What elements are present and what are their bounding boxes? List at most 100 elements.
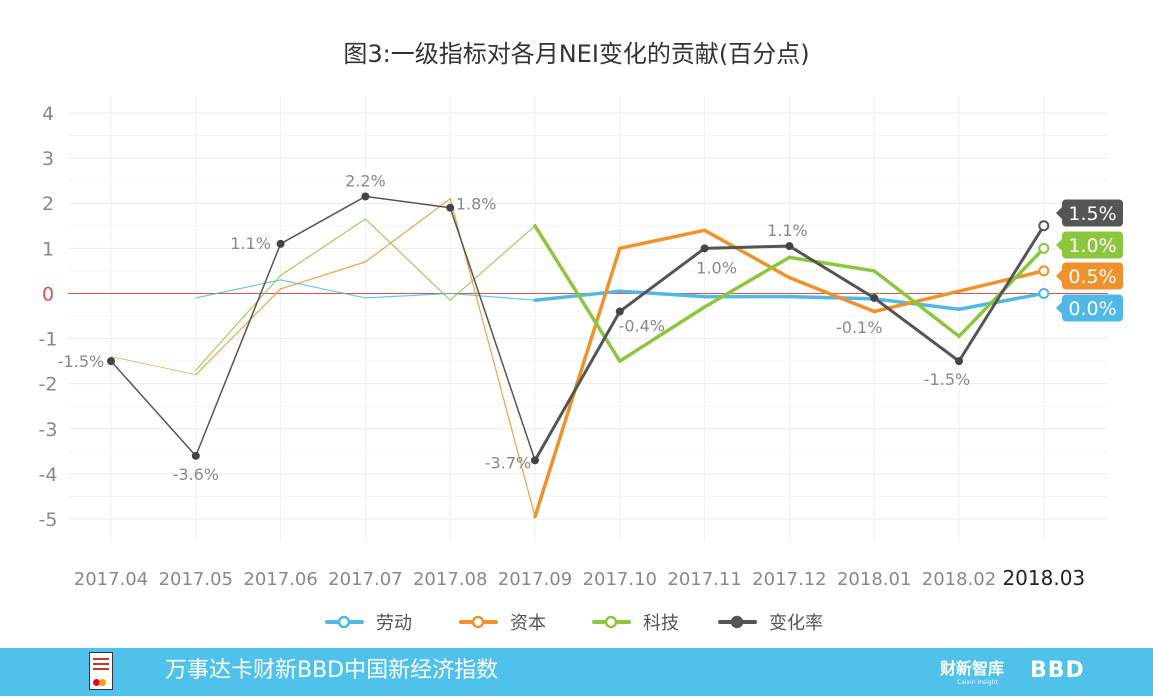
data-label: -3.6% [173, 465, 219, 484]
series-segment [195, 288, 282, 376]
series-segment [280, 279, 366, 299]
x-tick-label: 2017.12 [752, 569, 826, 590]
bbd-logo: BBD [1030, 658, 1085, 683]
data-point [191, 451, 200, 460]
series-segment [618, 289, 707, 299]
data-label: 1.8% [456, 195, 497, 214]
caixin-insight-logo: 财新智库 [940, 659, 1005, 678]
badge-text: 0.5% [1068, 266, 1116, 288]
data-label: 1.1% [230, 234, 271, 253]
badge-text: 1.0% [1068, 235, 1116, 257]
y-tick-label: 3 [42, 148, 54, 170]
chart: 图3:一级指标对各月NEI变化的贡献(百分点) 4 3 2 1 0 -1 -2 -3 -4 -5 20… [39, 40, 1123, 634]
series-segment [533, 246, 622, 519]
series-segment [364, 292, 451, 299]
badge-text: 0.0% [1068, 298, 1116, 320]
x-tick-label: 2017.05 [159, 569, 233, 590]
data-point [870, 293, 879, 302]
end-point [1038, 265, 1050, 277]
data-label: -0.1% [836, 318, 882, 337]
y-tick-label: -2 [39, 374, 58, 396]
data-label: -0.4% [619, 316, 665, 335]
x-tick-label: 2017.07 [328, 569, 402, 590]
series-segment [195, 274, 282, 371]
x-tick-label: 2017.10 [583, 569, 657, 590]
series-segment [533, 309, 622, 462]
legend-marker [730, 615, 744, 629]
series-segment [787, 244, 876, 300]
x-tick-label: 2018.01 [837, 569, 911, 590]
data-label: 2.2% [345, 171, 386, 190]
footer-title: 万事达卡财新BBD中国新经济指数 [165, 658, 499, 683]
badge-pointer [1056, 239, 1062, 251]
y-tick-label: -4 [39, 464, 58, 486]
series-segment [703, 244, 791, 250]
series-segment [787, 294, 876, 301]
series-segment [702, 228, 792, 280]
series-segment [195, 279, 282, 299]
series-segment [618, 228, 707, 251]
end-value-badge: 0.0% [1056, 294, 1123, 322]
y-tick-label: 2 [42, 193, 54, 215]
badge-bg [1062, 294, 1123, 322]
series-segment [280, 218, 366, 276]
legend-label: 科技 [643, 613, 679, 634]
series-segment [449, 292, 536, 301]
series-segment [872, 296, 961, 363]
badge-bg [1062, 231, 1123, 259]
x-tick-label: 2017.08 [413, 569, 487, 590]
y-tick-label: -5 [39, 509, 58, 531]
series-segment [110, 356, 197, 376]
legend-item: 变化率 [718, 613, 823, 634]
series-segment [872, 269, 961, 339]
series-segment [449, 225, 536, 301]
data-point [531, 456, 539, 465]
series-4 [107, 192, 1050, 465]
end-value-badge: 1.5% [1056, 199, 1123, 227]
data-point [276, 239, 285, 248]
data-point [700, 244, 709, 253]
data-point [955, 357, 963, 366]
badge-bg [1062, 262, 1123, 290]
series-segment [364, 198, 451, 263]
y-tick-label: 0 [42, 283, 54, 305]
badge-pointer [1056, 302, 1062, 314]
series-segment [364, 218, 451, 301]
series-segment [279, 195, 367, 245]
caixin-insight-subtitle: Caixin Insight [957, 679, 998, 686]
legend-marker [471, 615, 485, 629]
legend-label: 劳动 [376, 613, 412, 634]
chart-svg: 图3:一级指标对各月NEI变化的贡献(百分点) 4 3 2 1 0 -1 -2 -3 -4 -5 20… [39, 40, 1123, 634]
series-segment [957, 269, 1046, 293]
data-point [361, 192, 370, 201]
series-segment [364, 195, 451, 209]
data-label: -1.5% [58, 352, 104, 371]
series-segment [618, 305, 707, 363]
badge-pointer [1056, 270, 1062, 282]
x-tick-label: 2017.06 [243, 569, 317, 590]
footer-banner: 万事达卡财新BBD中国新经济指数 财新智库 Caixin Insight BBD [0, 648, 1153, 696]
end-value-badge: 1.0% [1056, 231, 1123, 259]
legend-label: 资本 [510, 613, 546, 634]
series-segment [787, 255, 876, 273]
legend-item: 劳动 [325, 613, 412, 634]
nei-logo [89, 652, 113, 690]
end-point [1038, 220, 1050, 232]
data-label: -3.7% [485, 453, 531, 472]
series-segment [702, 255, 792, 309]
legend-item: 科技 [592, 613, 679, 634]
data-label: 1.1% [767, 221, 808, 240]
end-point [1038, 242, 1050, 254]
series-segment [787, 275, 876, 314]
x-tick-label: 2017.04 [74, 569, 148, 590]
badge-text: 1.5% [1068, 203, 1116, 225]
end-point [1038, 287, 1050, 299]
x-tick-label: 2018.02 [922, 569, 996, 590]
series-segment [618, 246, 707, 313]
y-tick-label: 4 [42, 103, 54, 125]
legend-marker [337, 615, 351, 629]
data-label: 1.0% [696, 258, 737, 277]
legend-item: 资本 [459, 613, 546, 634]
series-segment [957, 224, 1046, 363]
series-segment [957, 291, 1046, 311]
